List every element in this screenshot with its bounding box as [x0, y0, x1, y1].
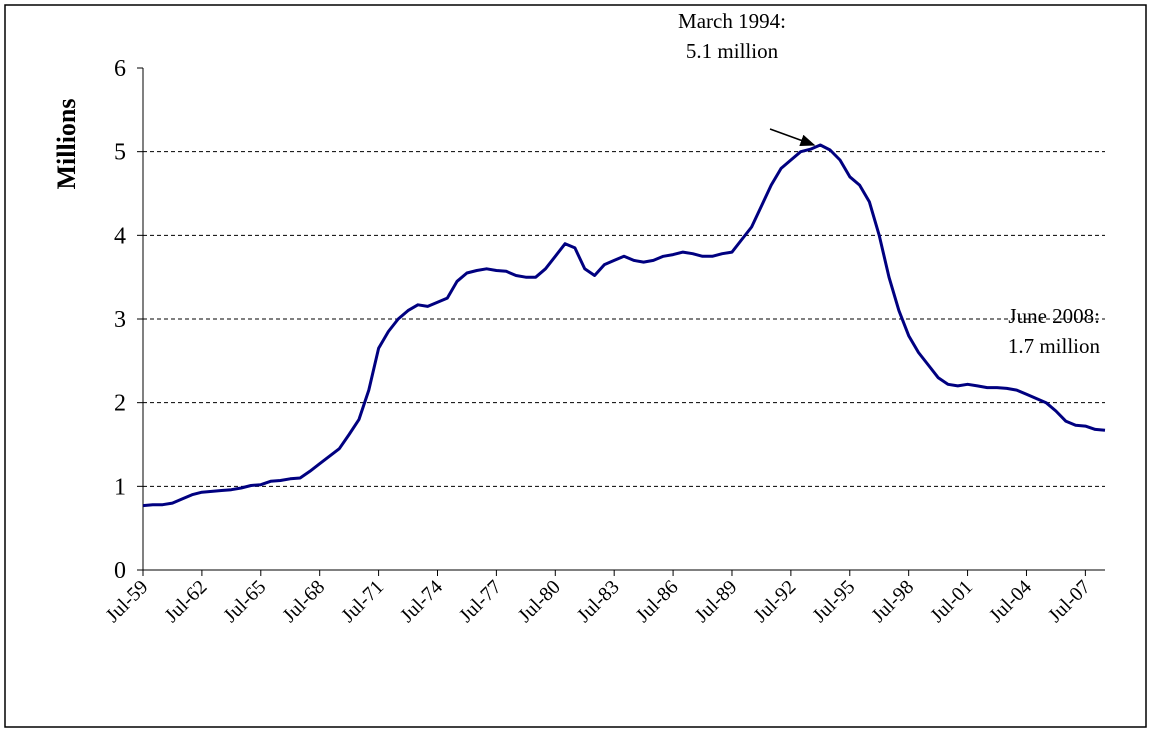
x-tick-label: Jul-04: [985, 576, 1036, 627]
y-tick-label: 4: [114, 223, 126, 249]
x-tick-label: Jul-07: [1044, 576, 1095, 627]
x-tick-label: Jul-62: [161, 576, 212, 627]
y-tick-label: 2: [114, 391, 126, 417]
x-tick-label: Jul-80: [514, 576, 565, 627]
annotation: 5.1 million: [686, 39, 779, 63]
data-line: [142, 143, 1106, 508]
x-tick-label: Jul-74: [396, 576, 447, 627]
x-tick-label: Jul-83: [573, 576, 624, 627]
annotation-arrow: [769, 128, 816, 147]
y-axis-label: Millions: [52, 98, 81, 189]
x-tick-label: Jul-65: [219, 576, 270, 627]
frame: [4, 4, 1147, 728]
y-tick-label: 6: [114, 56, 126, 82]
annotation: June 2008:: [1008, 304, 1100, 328]
x-tick-label: Jul-71: [337, 576, 388, 627]
x-tick-label: Jul-92: [750, 576, 801, 627]
x-tick-label: Jul-77: [455, 576, 506, 627]
x-tick-label: Jul-98: [867, 576, 918, 627]
x-tick-label: Jul-59: [102, 576, 153, 627]
y-tick-label: 3: [114, 307, 126, 333]
x-tick-label: Jul-89: [691, 576, 742, 627]
annotation: 1.7 million: [1008, 334, 1101, 358]
x-tick-label: Jul-86: [632, 576, 683, 627]
x-tick-label: Jul-68: [278, 576, 329, 627]
y-tick-label: 5: [114, 140, 126, 166]
annotation: March 1994:: [678, 9, 786, 33]
y-tick-label: 0: [114, 558, 126, 584]
x-tick-label: Jul-95: [808, 576, 859, 627]
x-tick-label: Jul-01: [926, 576, 977, 627]
y-tick-label: 1: [114, 474, 126, 500]
